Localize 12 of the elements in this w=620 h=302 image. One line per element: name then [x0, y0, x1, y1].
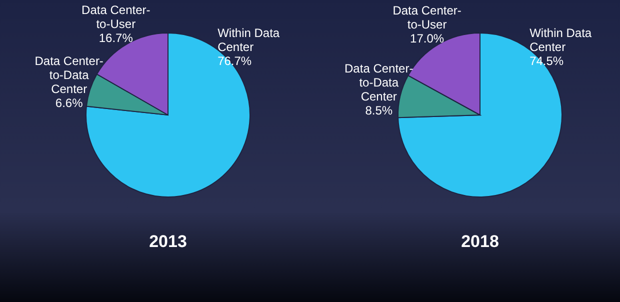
- slice-label: Data Center-to-User: [392, 3, 462, 32]
- slice-label: Data Center-to-Data Center: [34, 54, 104, 96]
- data-label: 16.7%: [98, 30, 134, 45]
- text: 2013: [149, 232, 187, 251]
- text: 2018: [461, 232, 499, 251]
- data-label: 17.0%: [410, 31, 444, 46]
- slice-label: Within Data Center: [530, 26, 592, 54]
- slice-label: Data Center-to-Data Center: [344, 62, 414, 104]
- data-label: 6.6%: [55, 96, 84, 110]
- data-label: 8.5%: [365, 104, 393, 118]
- slice-label: Data Center-to-User: [82, 2, 150, 31]
- slice-label: Within Data Center: [218, 26, 280, 54]
